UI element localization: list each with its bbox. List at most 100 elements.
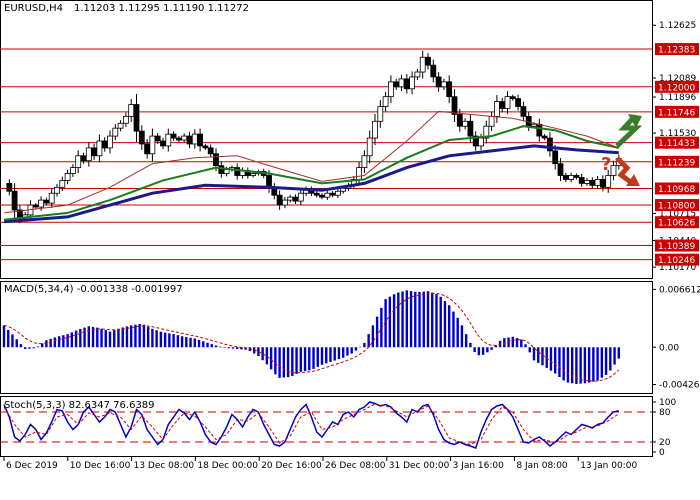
symbol-label: EURUSD,H4 bbox=[4, 3, 63, 14]
candle-body bbox=[366, 137, 373, 157]
time-tick-label: 13 Jan 00:00 bbox=[580, 461, 637, 471]
macd-bar bbox=[79, 329, 82, 348]
price-tick-label: 1.11530 bbox=[659, 129, 696, 139]
bullish-arrow-head-icon bbox=[628, 114, 642, 128]
candle-body bbox=[573, 175, 580, 178]
macd-bar bbox=[329, 347, 332, 362]
macd-bar bbox=[146, 326, 150, 348]
macd-bar bbox=[312, 347, 315, 369]
macd-bar bbox=[66, 334, 69, 348]
candle-body bbox=[372, 120, 378, 139]
candle-body bbox=[562, 175, 569, 180]
macd-bar bbox=[363, 342, 366, 348]
time-axis: 6 Dec 2019 10 Dec 16:00 13 Dec 08:00 18 Dec… bbox=[3, 457, 637, 471]
macd-bar bbox=[240, 347, 243, 350]
macd-bar bbox=[426, 291, 430, 348]
macd-bar bbox=[325, 347, 328, 364]
macd-bar bbox=[537, 347, 540, 363]
candle-body bbox=[493, 101, 500, 117]
macd-bar bbox=[350, 347, 353, 354]
macd-bar bbox=[70, 332, 74, 348]
macd-bar bbox=[562, 347, 565, 381]
candle-body bbox=[605, 175, 612, 188]
candle-body bbox=[536, 123, 543, 137]
macd-bar bbox=[477, 347, 481, 356]
candle-body bbox=[440, 81, 447, 88]
candle-body bbox=[160, 140, 166, 147]
level-label-bg bbox=[655, 216, 699, 229]
candle-body bbox=[207, 147, 214, 155]
candle-body bbox=[483, 125, 490, 139]
candle-body bbox=[250, 173, 257, 176]
candle-body bbox=[123, 115, 129, 124]
macd-bar bbox=[375, 316, 379, 348]
macd-bar bbox=[113, 330, 116, 348]
macd-bar bbox=[587, 347, 591, 383]
macd-bar bbox=[125, 326, 129, 348]
candle-body bbox=[287, 196, 294, 201]
level-label: 1.10968 bbox=[658, 185, 695, 195]
macd-bar bbox=[265, 347, 269, 365]
macd-histogram bbox=[2, 290, 620, 384]
macd-tick-label: 0.006612 bbox=[659, 285, 700, 295]
macd-bar bbox=[431, 292, 434, 348]
candle-body bbox=[165, 133, 172, 147]
level-label: 1.12000 bbox=[658, 83, 695, 93]
level-label: 1.11746 bbox=[658, 108, 695, 118]
macd-bar bbox=[303, 347, 307, 372]
macd-bar bbox=[286, 347, 290, 378]
macd-bar bbox=[202, 341, 205, 348]
level-label-bg bbox=[655, 253, 699, 266]
macd-bar bbox=[151, 328, 154, 348]
macd-bar bbox=[138, 323, 141, 348]
macd-bar bbox=[108, 331, 112, 348]
candle-body bbox=[149, 135, 156, 155]
macd-bar bbox=[197, 339, 201, 348]
candle-body bbox=[43, 199, 50, 204]
candle-body bbox=[478, 137, 484, 147]
macd-bar bbox=[604, 347, 608, 375]
macd-bar bbox=[507, 337, 510, 348]
candle-body bbox=[425, 56, 431, 66]
macd-bar bbox=[392, 294, 396, 348]
price-panel bbox=[0, 0, 653, 279]
bearish-arrow-icon bbox=[615, 156, 634, 186]
macd-bar bbox=[100, 328, 103, 348]
time-tick-label: 20 Dec 16:00 bbox=[261, 461, 322, 471]
macd-bar bbox=[452, 311, 455, 348]
stoch-label: Stoch(5,3,3) 82.6347 76.6389 bbox=[4, 400, 155, 411]
candle-body bbox=[451, 96, 458, 115]
macd-bar bbox=[185, 337, 188, 348]
macd-bar bbox=[83, 327, 86, 348]
candle-body bbox=[409, 76, 416, 90]
candle-body bbox=[48, 192, 55, 204]
candle-body bbox=[276, 194, 283, 206]
macd-bar bbox=[214, 345, 218, 348]
level-label: 1.10246 bbox=[658, 256, 695, 266]
macd-bar bbox=[566, 347, 570, 383]
time-tick-label: 6 Dec 2019 bbox=[6, 461, 58, 471]
macd-bar bbox=[7, 329, 10, 348]
level-label-bg bbox=[655, 43, 699, 56]
macd-bar bbox=[545, 347, 548, 368]
macd-bar bbox=[532, 347, 536, 361]
macd-bar bbox=[299, 347, 302, 372]
macd-axis: 0.006612 0.00 -0.004263 bbox=[652, 285, 700, 391]
level-label-bg bbox=[655, 105, 699, 118]
macd-label: MACD(5,34,4) -0.001338 -0.001997 bbox=[4, 284, 183, 295]
macd-bar bbox=[278, 347, 281, 378]
time-tick-label: 3 Jan 16:00 bbox=[453, 461, 505, 471]
candle-body bbox=[334, 190, 341, 196]
macd-bar bbox=[231, 347, 235, 349]
candle-body bbox=[6, 182, 13, 192]
candle-body bbox=[610, 165, 617, 176]
macd-bar bbox=[583, 347, 587, 384]
macd-bar bbox=[227, 347, 230, 349]
macd-bar bbox=[159, 331, 163, 348]
macd-bar bbox=[57, 336, 61, 348]
macd-bar bbox=[130, 325, 133, 348]
macd-bar bbox=[320, 347, 324, 365]
candle-body bbox=[281, 199, 288, 206]
candle-body bbox=[213, 153, 219, 167]
